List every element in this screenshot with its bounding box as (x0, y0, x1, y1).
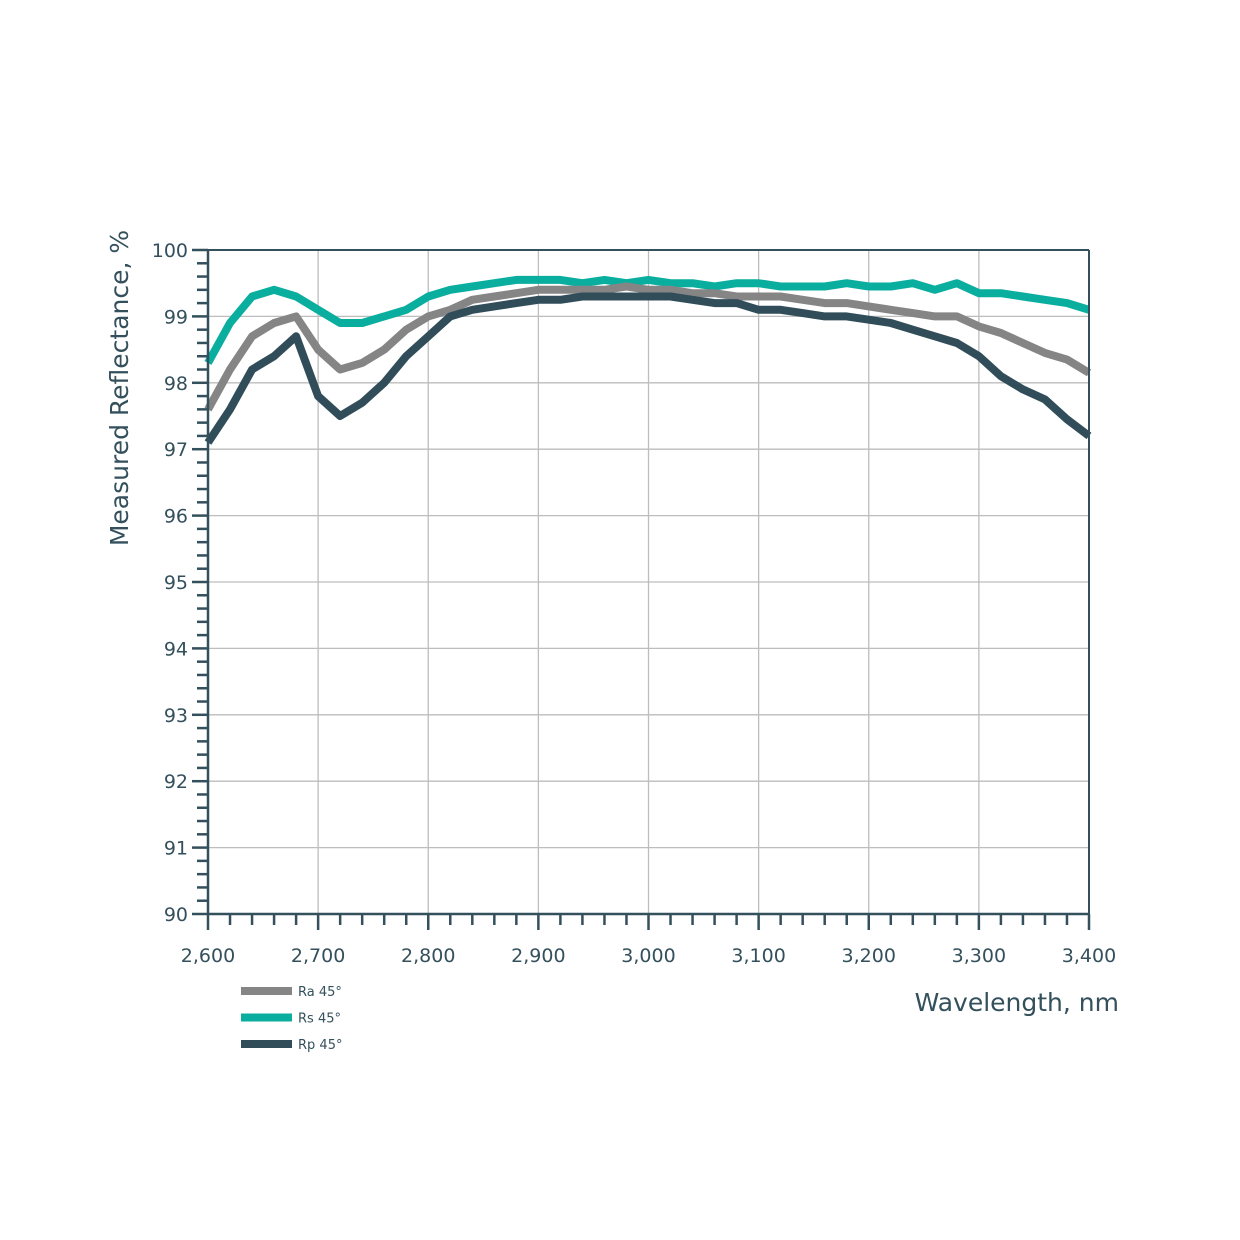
y-tick-label: 95 (164, 572, 188, 594)
y-tick-label: 97 (164, 439, 188, 461)
x-tick-label: 2,600 (181, 945, 235, 967)
legend-label: Rp 45° (298, 1038, 342, 1053)
series-line-rs (204, 275, 1091, 365)
x-tick-label: 3,300 (952, 945, 1006, 967)
x-axis-title: Wavelength, nm (915, 988, 1119, 1017)
x-tick-label: 3,400 (1062, 945, 1116, 967)
series-lines (204, 275, 1092, 445)
y-tick-label: 98 (164, 373, 188, 395)
series-line-rp (204, 292, 1092, 445)
x-tick-label: 3,000 (621, 945, 675, 967)
y-tick-label: 90 (164, 904, 188, 926)
legend-label: Rs 45° (298, 1012, 341, 1027)
series-line-ra (204, 282, 1092, 412)
legend: Ra 45° Rs 45° Rp 45° (241, 985, 342, 1053)
y-tick-label: 92 (164, 771, 188, 793)
axes: 2,600 2,700 2,800 2,900 3,000 3,100 3,200 3,300… (152, 240, 1116, 967)
y-tick-label: 91 (164, 838, 188, 860)
y-tick-label: 93 (164, 705, 188, 727)
x-tick-label: 3,200 (842, 945, 896, 967)
y-tick-label: 99 (164, 306, 188, 328)
x-tick-label: 2,800 (401, 945, 455, 967)
y-tick-label: 100 (152, 240, 188, 262)
y-tick-label: 96 (164, 506, 188, 528)
y-tick-label: 94 (164, 638, 188, 660)
grid (207, 249, 1090, 915)
x-tick-label: 3,100 (731, 945, 785, 967)
y-axis-title: Measured Reflectance, % (105, 230, 134, 546)
x-tick-label: 2,900 (511, 945, 565, 967)
legend-label: Ra 45° (298, 985, 342, 1000)
x-tick-label: 2,700 (291, 945, 345, 967)
